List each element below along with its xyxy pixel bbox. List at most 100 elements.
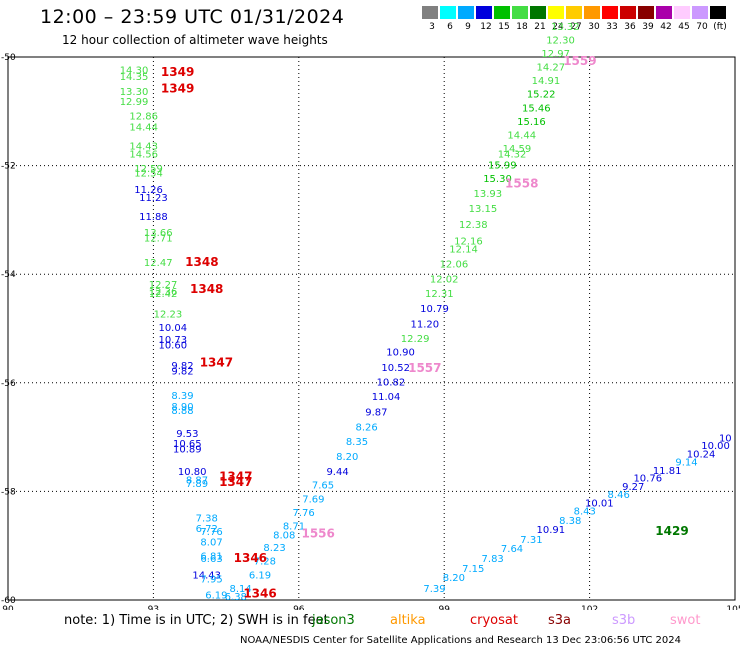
- y-tick-label: -50: [1, 53, 16, 63]
- x-tick-label: 105: [726, 605, 740, 610]
- x-tick-label: 93: [148, 605, 159, 610]
- color-swatch: [422, 6, 438, 19]
- wave-height-value: 6.63: [200, 554, 222, 565]
- wave-height-value: 8.43: [574, 507, 596, 518]
- pass-number-label: 1346: [234, 551, 267, 565]
- wave-height-value: 13.30: [120, 87, 149, 98]
- color-swatch: [602, 6, 618, 19]
- wave-height-value: 7.83: [482, 554, 504, 565]
- wave-height-map: 90939699102105-50-52-54-56-58-6014.3014.…: [1, 22, 740, 610]
- wave-height-value: 10.65: [173, 439, 202, 450]
- color-scale-label: 12: [480, 22, 492, 32]
- wave-height-value: 8.07: [200, 538, 222, 549]
- wave-height-value: 6.81: [200, 551, 222, 562]
- wave-height-value: 7.69: [302, 494, 324, 505]
- page-title: 12:00 – 23:59 UTC 01/31/2024: [40, 6, 345, 28]
- color-swatch: [620, 6, 636, 19]
- wave-height-value: 6.19: [249, 570, 271, 581]
- wave-height-value: 14.30: [120, 65, 149, 76]
- x-tick-label: 96: [293, 605, 305, 610]
- wave-height-value: 15.16: [517, 117, 546, 128]
- mission-name-swot: swot: [670, 613, 701, 628]
- pass-number-label: 1347: [200, 356, 233, 370]
- wave-height-value: 12.71: [144, 234, 173, 245]
- color-swatch: [548, 6, 564, 19]
- color-swatch: [692, 6, 708, 19]
- credit-line: NOAA/NESDIS Center for Satellite Applica…: [240, 635, 682, 646]
- wave-height-value: 7.38: [196, 513, 218, 524]
- wave-height-value: 7.89: [186, 479, 208, 490]
- wave-height-value: 9.14: [675, 457, 697, 468]
- wave-height-value: 10.82: [377, 378, 406, 389]
- wave-height-value: 14.43: [192, 570, 221, 581]
- wave-height-value: 10.04: [158, 323, 187, 334]
- wave-height-value: 7.39: [423, 584, 445, 595]
- wave-height-value: 12.02: [430, 274, 459, 285]
- wave-height-value: 12.30: [546, 35, 575, 46]
- wave-height-value: 6.38: [225, 592, 247, 603]
- wave-height-value: 12.14: [449, 244, 478, 255]
- wave-height-value: 12.36: [149, 287, 178, 298]
- wave-height-value: 10.60: [158, 341, 187, 352]
- wave-height-value: 12.42: [149, 289, 178, 300]
- wave-height-value: 13.93: [473, 189, 502, 200]
- wave-height-value: 12.59: [134, 164, 163, 175]
- y-tick-label: -60: [1, 596, 16, 606]
- wave-height-value: 15.22: [527, 90, 556, 101]
- wave-height-value: 8.88: [171, 406, 193, 417]
- x-tick-label: 102: [581, 605, 598, 610]
- wave-height-value: 7.76: [200, 527, 222, 538]
- wave-height-value: 6.72: [196, 524, 218, 535]
- wave-height-value: 14.32: [498, 149, 527, 160]
- wave-height-value: 7.31: [520, 535, 542, 546]
- pass-number-label: 1347: [219, 475, 252, 489]
- color-swatch: [584, 6, 600, 19]
- color-scale-label: 24: [552, 22, 564, 32]
- color-scale-label: 3: [429, 22, 435, 32]
- wave-height-value: 11.26: [134, 185, 163, 196]
- wave-height-value: 8.14: [230, 584, 252, 595]
- wave-height-value: 10.79: [420, 304, 449, 315]
- wave-height-value: 10.00: [701, 441, 730, 452]
- wave-height-value: 13.66: [144, 228, 173, 239]
- x-tick-label: 90: [2, 605, 14, 610]
- mission-name-jason3: jason3: [312, 613, 355, 628]
- wave-height-value: 7.65: [312, 481, 334, 492]
- wave-height-value: 11.23: [139, 193, 168, 204]
- wave-height-value: 8.23: [263, 543, 285, 554]
- y-tick-label: -54: [1, 270, 16, 280]
- wave-height-value: 15.30: [483, 174, 512, 185]
- color-swatch: [530, 6, 546, 19]
- pass-number-label: 1349: [161, 65, 194, 79]
- color-swatch: [458, 6, 474, 19]
- wave-height-value: 14.35: [120, 72, 149, 83]
- pass-number-label: 1559: [563, 54, 596, 68]
- wave-height-value: 8.46: [608, 490, 630, 501]
- wave-height-value: 10: [719, 433, 732, 444]
- wave-height-value: 11.04: [372, 392, 401, 403]
- wave-height-value: 8.35: [346, 437, 368, 448]
- color-swatch: [440, 6, 456, 19]
- footer-note: note: 1) Time is in UTC; 2) SWH is in fe…: [64, 613, 329, 628]
- mission-name-cryosat: cryosat: [470, 613, 518, 628]
- wave-height-value: 9.82: [171, 361, 193, 372]
- wave-height-value: 10.76: [633, 474, 662, 485]
- pass-number-label: 1349: [161, 81, 194, 95]
- x-tick-label: 99: [438, 605, 450, 610]
- wave-height-value: 12.38: [459, 220, 488, 231]
- wave-height-value: 11.88: [139, 212, 168, 223]
- wave-height-value: 9.53: [176, 429, 198, 440]
- wave-height-value: 12.16: [454, 236, 483, 247]
- pass-number-label: 1558: [505, 176, 538, 190]
- wave-height-value: 12.99: [120, 97, 149, 108]
- color-swatch: [638, 6, 654, 19]
- wave-height-value: 7.76: [293, 508, 315, 519]
- mission-name-altika: altika: [390, 613, 426, 628]
- mission-name-s3a: s3a: [548, 613, 572, 628]
- color-swatch: [512, 6, 528, 19]
- color-scale-label: 70: [696, 22, 708, 32]
- color-scale-label: (ft): [713, 22, 727, 32]
- wave-height-value: 8.20: [336, 452, 358, 463]
- pass-number-label: 1346: [243, 586, 276, 600]
- wave-height-value: 12.47: [144, 258, 173, 269]
